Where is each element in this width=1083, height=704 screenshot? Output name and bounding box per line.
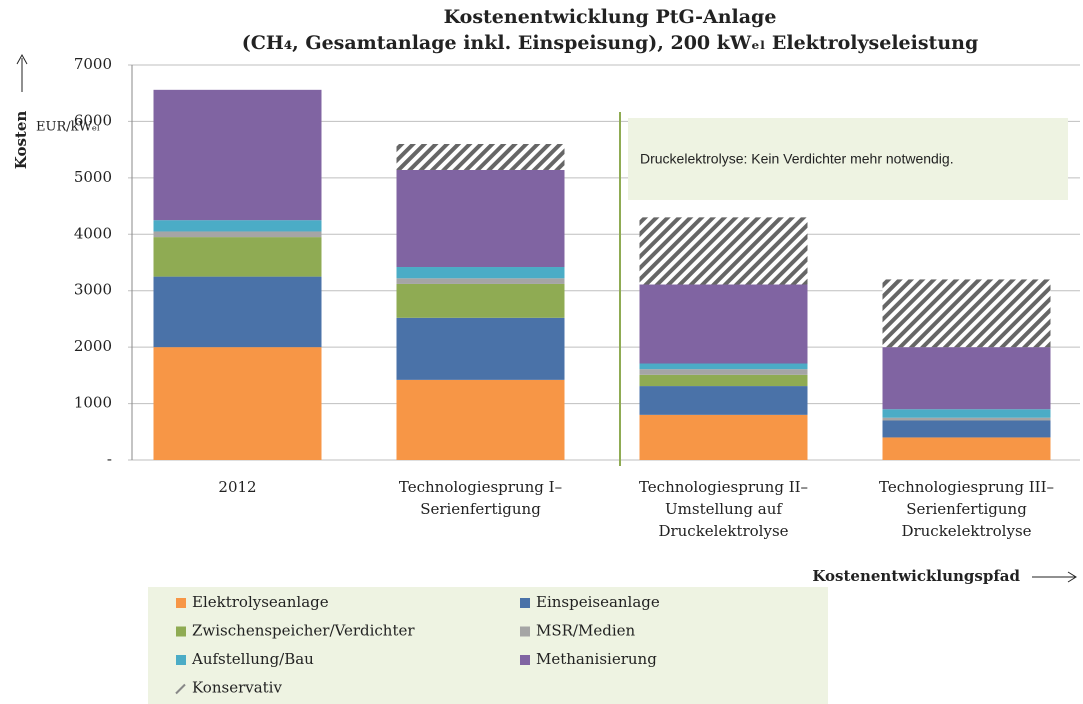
legend-label: Zwischenspeicher/Verdichter — [192, 622, 415, 640]
bar-segment — [882, 347, 1051, 410]
legend-label: Elektrolyseanlage — [192, 593, 329, 611]
y-tick-label: 1000 — [74, 394, 112, 412]
bar-segment — [396, 379, 565, 460]
x-tick-label: Druckelektrolyse — [901, 522, 1031, 540]
chart-title: (CH₄, Gesamtanlage inkl. Einspeisung), 2… — [242, 32, 978, 54]
legend-swatch — [520, 626, 530, 637]
annotation-box — [628, 118, 1068, 200]
x-arrow-head — [1067, 571, 1077, 583]
legend-label: Konservativ — [192, 679, 282, 697]
bar-segment — [396, 283, 565, 318]
y-axis-label: Kosten — [12, 111, 30, 170]
y-tick-label: 2000 — [74, 337, 112, 355]
bar-segment — [882, 437, 1051, 460]
bar-segment — [153, 237, 322, 277]
bar-segment — [882, 279, 1051, 348]
bar-segment — [639, 386, 808, 415]
chart-title: Kostenentwicklung PtG-Anlage — [444, 6, 777, 28]
bar-segment — [639, 284, 808, 364]
legend-swatch — [520, 598, 530, 608]
bar-segment — [639, 363, 808, 370]
y-tick-label: 3000 — [74, 281, 112, 299]
bar-segment — [396, 267, 565, 279]
bar-segment — [396, 169, 565, 268]
x-tick-label: Druckelektrolyse — [658, 522, 788, 540]
legend-swatch — [176, 598, 186, 608]
bar-segment — [153, 220, 322, 232]
bar-segment — [882, 409, 1051, 418]
bar-segment — [396, 278, 565, 284]
legend-label: Methanisierung — [536, 650, 657, 668]
bar-segment — [639, 369, 808, 375]
legend-box — [148, 587, 828, 704]
legend-swatch — [176, 655, 186, 665]
bar-segment — [153, 347, 322, 460]
y-tick-label: 4000 — [74, 224, 112, 242]
bar-segment — [882, 417, 1051, 421]
y-tick-label: 7000 — [74, 55, 112, 73]
y-tick-label: - — [107, 450, 112, 468]
bar-segment — [153, 276, 322, 348]
y-tick-label: 6000 — [74, 111, 112, 129]
legend-swatch — [176, 626, 186, 637]
legend-label: Aufstellung/Bau — [191, 650, 314, 668]
x-tick-label: Technologiesprung I– — [399, 478, 562, 496]
x-axis-label: Kostenentwicklungspfad — [812, 567, 1020, 585]
y-tick-label: 5000 — [74, 168, 112, 186]
bar-segment — [153, 89, 322, 221]
legend-label: Einspeiseanlage — [536, 593, 660, 611]
bar-segment — [639, 414, 808, 460]
y-arrow-head — [16, 53, 28, 65]
bar-segment — [639, 217, 808, 285]
x-tick-label: Technologiesprung II– — [639, 478, 808, 496]
bar-segment — [153, 231, 322, 238]
y-unit: EUR/kWₑₗ — [36, 120, 100, 135]
x-tick-label: Serienfertigung — [906, 500, 1027, 518]
x-tick-label: 2012 — [218, 478, 256, 496]
x-tick-label: Serienfertigung — [420, 500, 541, 518]
legend-swatch — [520, 655, 530, 665]
bar-segment — [882, 420, 1051, 438]
x-tick-label: Umstellung auf — [665, 500, 783, 518]
bar-segment — [396, 144, 565, 170]
bar-segment — [639, 374, 808, 387]
x-tick-label: Technologiesprung III– — [879, 478, 1054, 496]
legend-swatch — [175, 683, 186, 695]
annotation: Druckelektrolyse: Kein Verdichter mehr n… — [640, 151, 954, 167]
bar-segment — [396, 317, 565, 380]
legend-label: MSR/Medien — [536, 622, 635, 640]
